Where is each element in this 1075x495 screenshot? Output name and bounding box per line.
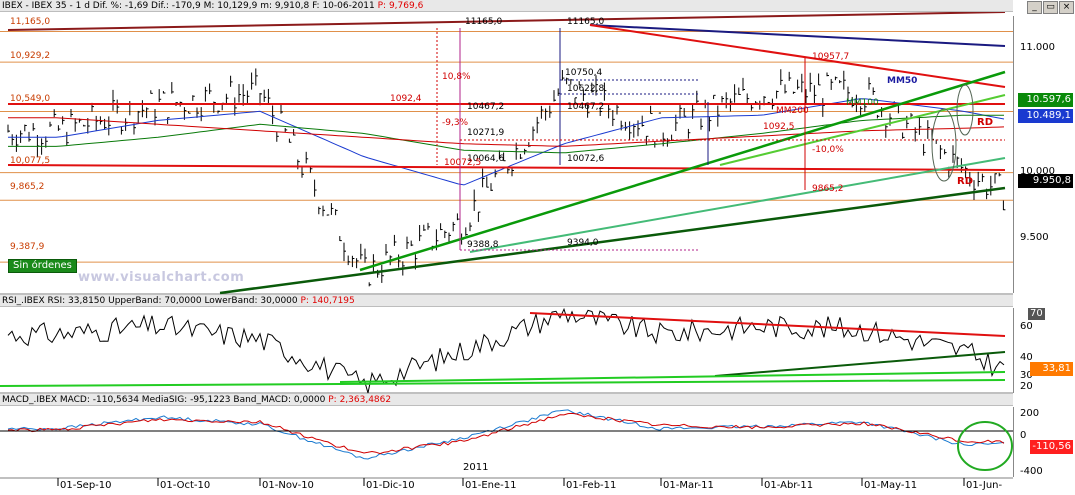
macd-tick-label: 200 bbox=[1020, 408, 1040, 419]
macd-header-text: MACD_.IBEX MACD: -110,5634 MediaSIG: -95… bbox=[2, 395, 326, 405]
rsi-header-text: RSI_.IBEX RSI: 33,8150 UpperBand: 70,000… bbox=[2, 296, 298, 306]
price-header-pointer: P: 9,769,6 bbox=[377, 1, 424, 11]
rsi-axis[interactable] bbox=[1013, 308, 1075, 393]
x-tick-label: 01-Ene-11 bbox=[465, 480, 517, 491]
highlight-ellipse bbox=[957, 421, 1013, 471]
price-tick-label: 10.000 bbox=[1020, 166, 1055, 177]
rsi-trend-line bbox=[529, 312, 1006, 337]
price-axis[interactable] bbox=[1013, 16, 1075, 293]
year-marker: 2011 bbox=[463, 462, 489, 473]
rd-label: RD bbox=[957, 176, 974, 187]
rsi-header: RSI_.IBEX RSI: 33,8150 UpperBand: 70,000… bbox=[0, 295, 1013, 307]
sin-ordenes-badge[interactable]: Sin órdenes bbox=[8, 259, 77, 273]
watermark: www.visualchart.com bbox=[78, 270, 245, 285]
annotation-label: 10622,8 bbox=[567, 84, 605, 94]
annotation-label: 10750,4 bbox=[565, 68, 603, 78]
rsi-tick-label: 20 bbox=[1020, 381, 1033, 392]
annotation-label: MM100 bbox=[846, 98, 879, 108]
rsi-trend-line bbox=[714, 351, 1006, 377]
minimize-button[interactable]: _ bbox=[1027, 1, 1042, 14]
annotation-label: 10072,6 bbox=[567, 154, 605, 164]
last-price-box-close: 9.950,8 bbox=[1018, 174, 1073, 188]
trend-line bbox=[219, 186, 1006, 295]
rsi-tick-label: 30 bbox=[1020, 370, 1033, 381]
annotation-label: 10957,7 bbox=[812, 52, 850, 62]
x-tick-label: 01-May-11 bbox=[864, 480, 918, 491]
annotation-label: 1092,5 bbox=[763, 122, 795, 132]
x-tick-label: 01-Dic-10 bbox=[366, 480, 415, 491]
rsi-tick-label: 60 bbox=[1020, 321, 1033, 332]
level-label: 9,387,9 bbox=[10, 242, 45, 252]
annotation-label: 9394,0 bbox=[567, 238, 599, 248]
x-tick-label: 01-Jun- bbox=[966, 480, 1003, 491]
macd-tick-label: -400 bbox=[1020, 466, 1043, 477]
x-tick-label: 01-Oct-10 bbox=[160, 480, 211, 491]
level-label: 11,165,0 bbox=[10, 17, 51, 27]
annotation-label: 9388,8 bbox=[467, 240, 499, 250]
macd-header-pointer: P: 2,363,4862 bbox=[328, 395, 392, 405]
trend-line bbox=[469, 157, 1006, 253]
x-tick-label: 01-Abr-11 bbox=[764, 480, 814, 491]
price-header: IBEX - IBEX 35 - 1 d Dif. %: -1,69 Dif.:… bbox=[0, 0, 1013, 12]
rsi-line bbox=[7, 307, 1005, 394]
highlight-ellipse bbox=[931, 108, 957, 182]
rsi-trend-line bbox=[339, 371, 1006, 383]
trend-line bbox=[7, 11, 1006, 31]
annotation-label: 10467,2 bbox=[467, 102, 505, 112]
rsi-tick-label: 70 bbox=[1028, 308, 1045, 320]
x-tick-label: 01-Nov-10 bbox=[262, 480, 314, 491]
rsi-header-pointer: P: 140,7195 bbox=[300, 296, 355, 306]
macd-header: MACD_.IBEX MACD: -110,5634 MediaSIG: -95… bbox=[0, 394, 1013, 406]
rsi-value-box: 33,81 bbox=[1030, 362, 1073, 376]
annotation-label: MM200 bbox=[776, 106, 809, 116]
trend-line bbox=[589, 24, 1006, 88]
annotation-label: -10,0% bbox=[812, 145, 844, 155]
chart-plot-area[interactable] bbox=[0, 0, 1013, 495]
level-label: 9,865,2 bbox=[10, 182, 45, 192]
trend-line bbox=[7, 164, 1006, 171]
rsi-trend-line bbox=[0, 379, 1006, 387]
price-header-text: IBEX - IBEX 35 - 1 d Dif. %: -1,69 Dif.:… bbox=[2, 1, 375, 11]
annotation-label: 11165,0 bbox=[567, 17, 605, 27]
annotation-label: 10271,9 bbox=[467, 128, 505, 138]
price-tick-label: 9.500 bbox=[1020, 232, 1049, 243]
moving-average-line bbox=[8, 117, 1005, 147]
annotation-label: 1092,4 bbox=[390, 94, 422, 104]
maximize-button[interactable]: ▭ bbox=[1043, 1, 1058, 14]
rd-label: RD bbox=[977, 117, 994, 128]
annotation-label: 10,8% bbox=[442, 72, 471, 82]
annotation-label: 10467,2 bbox=[567, 102, 605, 112]
x-tick-label: 01-Feb-11 bbox=[566, 480, 617, 491]
rsi-tick-label: 40 bbox=[1020, 352, 1033, 363]
annotation-label: 10064,6 bbox=[467, 154, 505, 164]
level-label: 10,077,5 bbox=[10, 156, 51, 166]
macd-tick-label: 0 bbox=[1020, 430, 1027, 441]
x-tick-label: 01-Sep-10 bbox=[60, 480, 112, 491]
annotation-label: 10072,5 bbox=[444, 158, 482, 168]
close-button[interactable]: × bbox=[1059, 1, 1074, 14]
last-price-box-mm50: 10.489,1 bbox=[1018, 109, 1073, 123]
price-tick-label: 11.000 bbox=[1020, 42, 1055, 53]
level-label: 10,929,2 bbox=[10, 51, 51, 61]
x-tick-label: 01-Mar-11 bbox=[663, 480, 714, 491]
level-label: 10,549,0 bbox=[10, 94, 51, 104]
annotation-label: -9,3% bbox=[442, 118, 469, 128]
macd-line bbox=[7, 412, 1005, 455]
highlight-ellipse bbox=[956, 84, 974, 136]
trend-line bbox=[359, 70, 1006, 272]
macd-value-box: -110,56 bbox=[1030, 440, 1073, 454]
last-price-box-mm100: 10.597,6 bbox=[1018, 93, 1073, 107]
annotation-label: 9865,2 bbox=[812, 184, 844, 194]
trend-line bbox=[589, 24, 1006, 47]
annotation-label: 11165,0 bbox=[465, 17, 503, 27]
macd-line bbox=[7, 409, 1005, 460]
ma50-label: MM50 bbox=[887, 76, 918, 86]
